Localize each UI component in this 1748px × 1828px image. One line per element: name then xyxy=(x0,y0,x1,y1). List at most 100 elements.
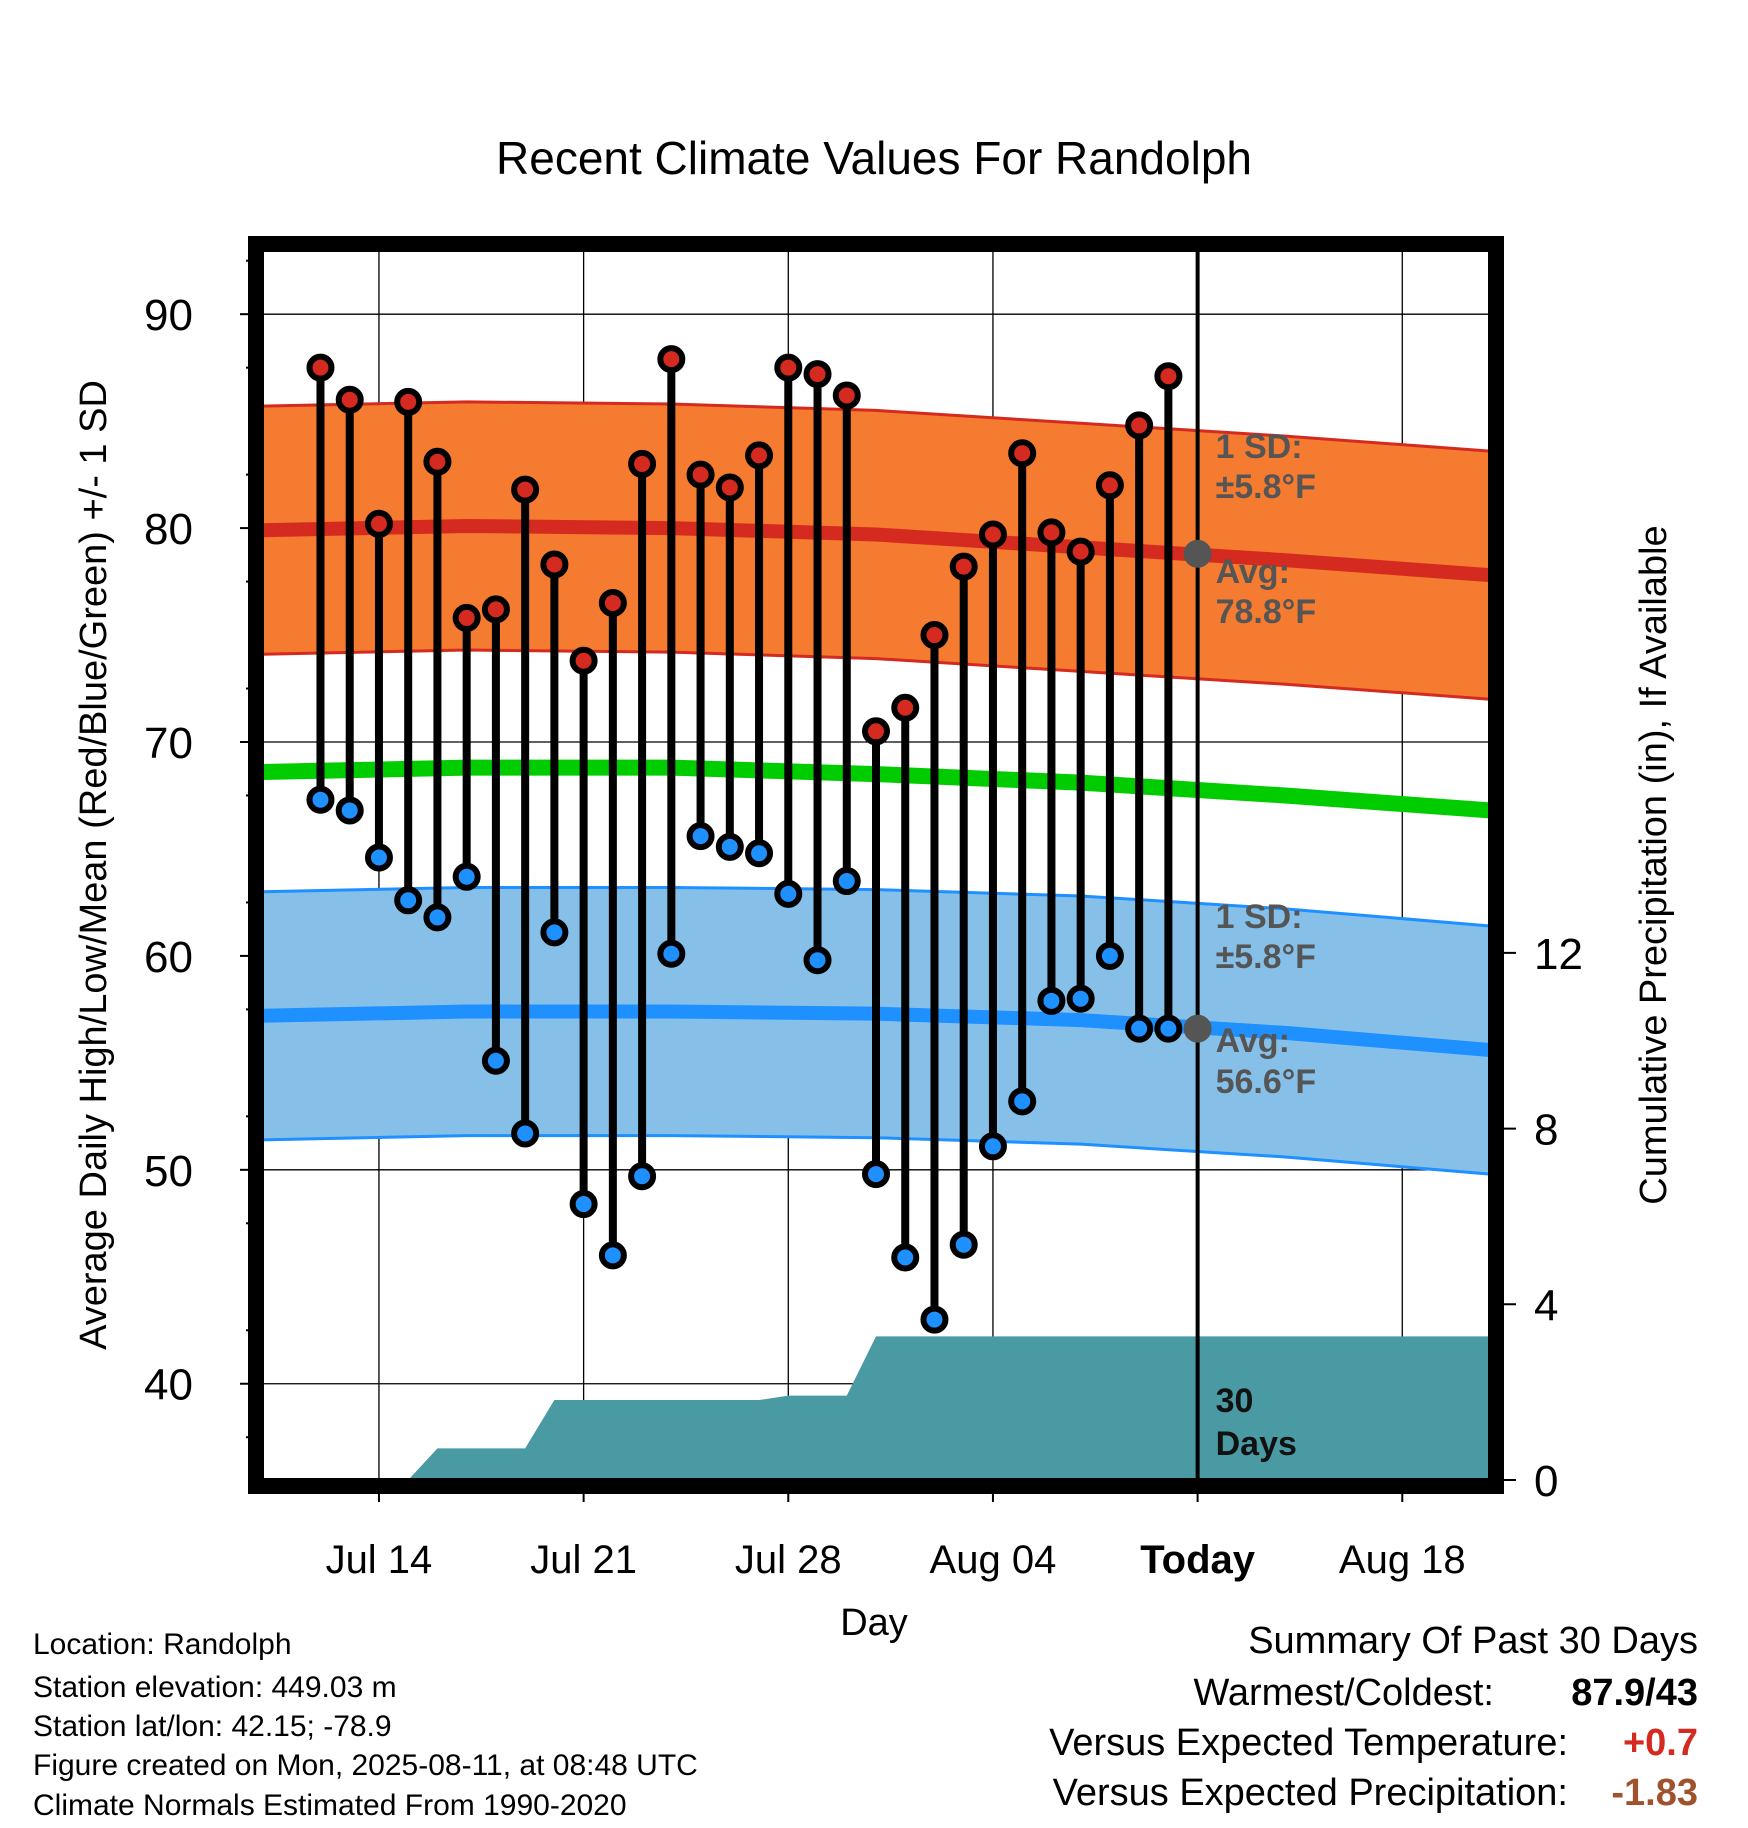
high-band-upper-edge xyxy=(262,400,1490,453)
low-point xyxy=(628,1162,657,1191)
summary-temp-label: Versus Expected Temperature: xyxy=(1049,1722,1568,1764)
high-point xyxy=(511,475,540,504)
high-sd-value: ±5.8°F xyxy=(1216,468,1316,506)
high-point xyxy=(1008,439,1037,468)
info-location: Location: Randolph xyxy=(33,1628,292,1661)
y-tick-label: 40 xyxy=(144,1361,193,1410)
high-point xyxy=(978,520,1007,549)
avg-high-line xyxy=(262,518,1490,583)
y-tick-label: 80 xyxy=(144,505,193,554)
precip-area xyxy=(262,1336,1490,1480)
y2-tick-label: 0 xyxy=(1534,1457,1558,1506)
summary-precip-label: Versus Expected Precipitation: xyxy=(1052,1772,1568,1814)
today-low-avg-dot xyxy=(1183,1014,1212,1043)
low-point xyxy=(569,1190,598,1219)
y-tick-label: 60 xyxy=(144,933,193,982)
high-point xyxy=(657,345,686,374)
high-point xyxy=(481,595,510,624)
low-point xyxy=(364,843,393,872)
today-high-avg-dot xyxy=(1183,539,1212,568)
low-point xyxy=(891,1243,920,1272)
plot-frame xyxy=(248,236,1504,1494)
summary-temp-value: +0.7 xyxy=(1622,1722,1698,1764)
low-point xyxy=(1066,984,1095,1013)
x-tick-label: Today xyxy=(1140,1538,1256,1582)
high-point xyxy=(364,509,393,538)
high-sd-label: 1 SD: xyxy=(1216,428,1303,466)
low-point xyxy=(1154,1014,1183,1043)
high-point xyxy=(949,552,978,581)
high-point xyxy=(1066,537,1095,566)
high-point xyxy=(1154,362,1183,391)
low-sd-value: ±5.8°F xyxy=(1216,938,1316,976)
high-point xyxy=(540,550,569,579)
low-point xyxy=(598,1241,627,1270)
low-point xyxy=(862,1160,890,1189)
low-point xyxy=(920,1305,949,1334)
low-point xyxy=(1037,986,1066,1015)
low-point xyxy=(657,939,686,968)
low-point xyxy=(540,918,569,947)
high-point xyxy=(862,717,890,746)
low-point xyxy=(949,1230,978,1259)
low-point xyxy=(832,867,861,896)
summary-precip-value: -1.83 xyxy=(1611,1772,1698,1814)
low-point xyxy=(481,1046,510,1075)
period-label-number: 30 xyxy=(1216,1382,1254,1420)
summary-title: Summary Of Past 30 Days xyxy=(1248,1620,1698,1662)
high-point xyxy=(1125,411,1154,440)
y2-tick-label: 4 xyxy=(1534,1281,1558,1330)
high-point xyxy=(598,588,627,617)
summary-warmest-label: Warmest/Coldest: xyxy=(1193,1672,1494,1714)
low-point xyxy=(511,1119,540,1148)
info-elevation: Station elevation: 449.03 m xyxy=(33,1671,397,1704)
high-point xyxy=(715,473,744,502)
y2-tick-label: 12 xyxy=(1534,930,1583,979)
high-sd-band xyxy=(262,401,1490,700)
high-point xyxy=(774,353,803,382)
low-point xyxy=(745,839,774,868)
y2-axis-label: Cumulative Precipitation (in), If Availa… xyxy=(1633,525,1675,1204)
summary-warmest-value: 87.9/43 xyxy=(1571,1672,1698,1714)
x-tick-label: Jul 28 xyxy=(735,1538,842,1582)
low-point xyxy=(978,1132,1007,1161)
x-tick-label: Aug 04 xyxy=(930,1538,1057,1582)
low-point xyxy=(686,822,715,851)
low-avg-label: Avg: xyxy=(1216,1022,1290,1060)
high-point xyxy=(803,360,832,389)
x-axis-label: Day xyxy=(840,1602,908,1644)
low-point xyxy=(394,886,423,915)
low-point xyxy=(1125,1014,1154,1043)
y-axis-label: Average Daily High/Low/Mean (Red/Blue/Gr… xyxy=(73,380,115,1350)
low-point xyxy=(306,785,335,814)
low-point xyxy=(335,796,364,825)
high-point xyxy=(423,447,452,476)
low-point xyxy=(803,946,832,975)
y-tick-label: 90 xyxy=(144,291,193,340)
low-point xyxy=(1095,941,1124,970)
info-created: Figure created on Mon, 2025-08-11, at 08… xyxy=(33,1749,698,1782)
low-point xyxy=(452,862,481,891)
high-point xyxy=(335,385,364,414)
low-point xyxy=(1008,1087,1037,1116)
low-sd-label: 1 SD: xyxy=(1216,898,1303,936)
low-avg-value: 56.6°F xyxy=(1216,1063,1317,1101)
high-point xyxy=(628,449,657,478)
high-point xyxy=(745,441,774,470)
high-avg-value: 78.8°F xyxy=(1216,593,1317,631)
high-point xyxy=(832,381,861,410)
high-point xyxy=(569,646,598,675)
low-point xyxy=(774,879,803,908)
high-point xyxy=(452,603,481,632)
x-tick-label: Jul 14 xyxy=(326,1538,433,1582)
x-tick-label: Aug 18 xyxy=(1339,1538,1466,1582)
high-point xyxy=(1095,471,1124,500)
chart-title: Recent Climate Values For Randolph xyxy=(496,132,1252,184)
x-tick-label: Jul 21 xyxy=(530,1538,637,1582)
period-label-text: Days xyxy=(1216,1425,1297,1463)
low-point xyxy=(715,832,744,861)
high-point xyxy=(306,353,335,382)
low-point xyxy=(423,903,452,932)
high-point xyxy=(686,460,715,489)
